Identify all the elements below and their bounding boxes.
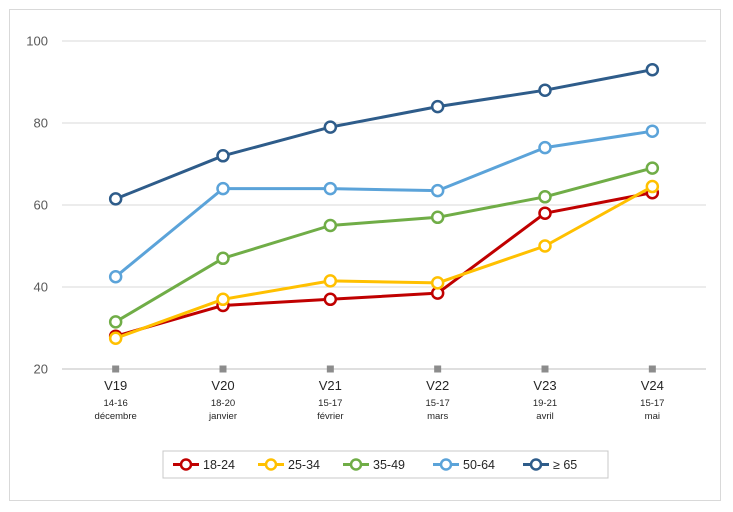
series-1 — [108, 179, 660, 345]
series-2 — [108, 161, 660, 329]
data-point — [430, 99, 445, 114]
data-point — [538, 206, 552, 220]
y-tick-label: 100 — [26, 34, 48, 49]
data-point — [645, 124, 660, 138]
y-tick-label: 20 — [34, 362, 48, 377]
x-tick-sublabel-month: février — [317, 411, 343, 422]
data-point — [645, 179, 660, 194]
data-point — [430, 276, 445, 290]
series-line — [115, 185, 654, 340]
x-tick-label: V24 — [641, 378, 664, 393]
legend-label: 50-64 — [463, 458, 495, 472]
legend-label: ≥ 65 — [553, 458, 577, 472]
data-point — [538, 239, 552, 253]
series-lines — [108, 62, 660, 345]
data-point — [216, 251, 230, 266]
legend-swatch-marker — [349, 458, 363, 471]
data-point — [323, 274, 338, 288]
x-tick-sublabel-month: mai — [645, 411, 660, 422]
x-tick-marker — [219, 365, 227, 373]
data-point — [216, 149, 230, 163]
data-point — [538, 190, 552, 204]
x-tick-sublabel-dates: 15-17 — [640, 398, 664, 409]
y-tick-label: 60 — [34, 198, 48, 213]
legend-label: 25-34 — [288, 458, 320, 472]
legend-label: 35-49 — [373, 458, 405, 472]
series-line — [114, 166, 653, 324]
x-tick-marker — [326, 365, 334, 373]
legend-swatch-marker — [439, 458, 453, 471]
series-0 — [108, 185, 660, 343]
data-point — [108, 270, 123, 284]
legend-item: 25-34 — [258, 458, 320, 472]
legend-item: ≥ 65 — [523, 458, 577, 472]
x-tick-sublabel-dates: 15-17 — [426, 398, 450, 409]
y-tick-label: 40 — [34, 280, 48, 295]
legend-label: 18-24 — [203, 458, 235, 472]
legend-item: 35-49 — [343, 458, 405, 472]
data-point — [108, 331, 123, 345]
data-point — [323, 292, 338, 307]
series-3 — [108, 124, 660, 284]
y-tick-label: 80 — [34, 116, 48, 131]
y-axis-ticks: 20 40 60 80 100 — [26, 34, 48, 377]
legend-swatch-marker — [529, 458, 543, 471]
x-tick-sublabel-dates: 19-21 — [533, 398, 557, 409]
data-point — [108, 315, 123, 329]
x-axis: V19 14-16 décembre V20 18-20 janvier V21 15-17 f… — [62, 365, 706, 422]
data-point — [430, 183, 445, 198]
x-tick-sublabel-month: janvier — [208, 411, 237, 422]
x-tick-label: V23 — [533, 378, 556, 393]
legend: 18-24 25-34 35-49 50-64 ≥ 65 — [162, 450, 609, 479]
data-point — [216, 181, 230, 196]
x-tick-label: V21 — [319, 378, 342, 393]
gridlines — [62, 40, 706, 288]
data-point — [108, 192, 123, 206]
data-point — [430, 210, 445, 225]
x-tick-sublabel-dates: 15-17 — [318, 398, 342, 409]
series-4 — [108, 62, 660, 206]
series-line — [115, 191, 653, 338]
chart-frame — [9, 9, 721, 501]
data-point — [216, 292, 230, 307]
x-tick-label: V22 — [426, 378, 449, 393]
legend-item: 18-24 — [173, 458, 235, 472]
data-point — [538, 140, 552, 155]
data-point — [323, 218, 338, 233]
x-tick-marker — [112, 365, 120, 373]
series-line — [114, 129, 653, 278]
x-tick-sublabel-dates: 14-16 — [104, 398, 128, 409]
x-tick-label: V19 — [104, 378, 127, 393]
series-line — [115, 68, 653, 201]
x-tick-sublabel-dates: 18-20 — [211, 398, 235, 409]
x-tick-marker — [434, 365, 442, 373]
legend-swatch-marker — [179, 458, 193, 471]
x-tick-sublabel-month: mars — [427, 411, 448, 422]
data-point — [645, 161, 660, 175]
x-tick-sublabel-month: décembre — [95, 411, 137, 422]
data-point — [323, 181, 338, 196]
x-tick-label: V20 — [211, 378, 234, 393]
legend-swatch-marker — [264, 458, 278, 471]
data-point — [538, 83, 552, 97]
data-point — [645, 62, 660, 77]
x-tick-marker — [648, 365, 656, 373]
data-point — [323, 120, 338, 134]
x-tick-marker — [541, 365, 549, 373]
x-tick-sublabel-month: avril — [536, 411, 553, 422]
legend-item: 50-64 — [433, 458, 495, 472]
